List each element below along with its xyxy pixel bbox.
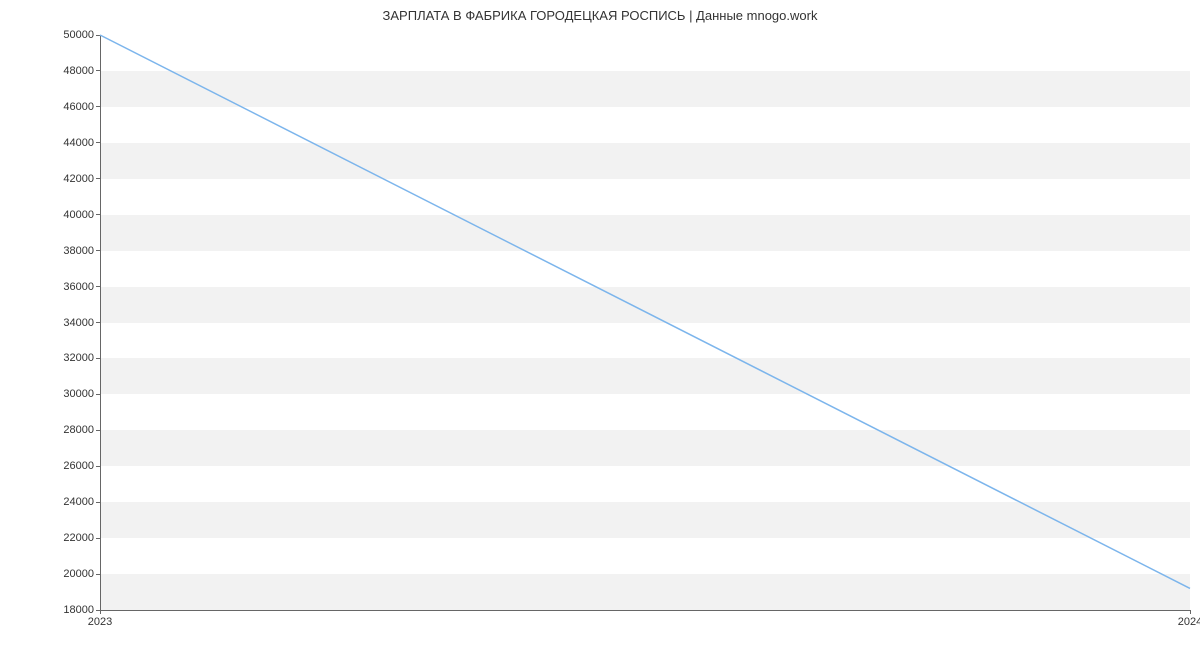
y-tick-label: 44000 bbox=[63, 137, 94, 149]
y-tick-label: 30000 bbox=[63, 388, 94, 400]
y-tick-label: 22000 bbox=[63, 532, 94, 544]
y-tick-label: 46000 bbox=[63, 101, 94, 113]
x-tick-label: 2024 bbox=[1178, 616, 1200, 628]
x-tick-label: 2023 bbox=[88, 616, 112, 628]
y-tick-label: 32000 bbox=[63, 352, 94, 364]
chart-title: ЗАРПЛАТА В ФАБРИКА ГОРОДЕЦКАЯ РОСПИСЬ | … bbox=[0, 8, 1200, 23]
y-tick-label: 28000 bbox=[63, 424, 94, 436]
salary-line-chart: ЗАРПЛАТА В ФАБРИКА ГОРОДЕЦКАЯ РОСПИСЬ | … bbox=[0, 0, 1200, 650]
y-tick-label: 50000 bbox=[63, 29, 94, 41]
y-tick-label: 20000 bbox=[63, 568, 94, 580]
x-tick-mark bbox=[100, 610, 101, 614]
y-tick-label: 36000 bbox=[63, 281, 94, 293]
y-tick-label: 48000 bbox=[63, 65, 94, 77]
y-tick-label: 26000 bbox=[63, 460, 94, 472]
plot-area: 1800020000220002400026000280003000032000… bbox=[100, 35, 1190, 610]
x-tick-mark bbox=[1190, 610, 1191, 614]
y-tick-label: 18000 bbox=[63, 604, 94, 616]
y-tick-label: 42000 bbox=[63, 173, 94, 185]
y-tick-label: 34000 bbox=[63, 317, 94, 329]
y-tick-label: 38000 bbox=[63, 245, 94, 257]
y-tick-label: 24000 bbox=[63, 496, 94, 508]
y-tick-label: 40000 bbox=[63, 209, 94, 221]
line-layer bbox=[100, 35, 1190, 610]
series-line-salary bbox=[100, 35, 1190, 588]
